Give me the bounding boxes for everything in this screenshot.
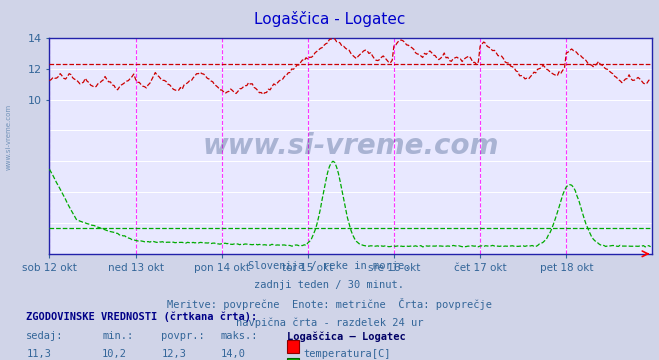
Text: zadnji teden / 30 minut.: zadnji teden / 30 minut. xyxy=(254,280,405,290)
Text: www.si-vreme.com: www.si-vreme.com xyxy=(5,104,11,170)
Text: www.si-vreme.com: www.si-vreme.com xyxy=(203,132,499,160)
Text: Logaščica – Logatec: Logaščica – Logatec xyxy=(287,331,405,342)
Text: 14,0: 14,0 xyxy=(221,349,246,359)
Text: 12,3: 12,3 xyxy=(161,349,186,359)
Text: 10,2: 10,2 xyxy=(102,349,127,359)
Text: Meritve: povprečne  Enote: metrične  Črta: povprečje: Meritve: povprečne Enote: metrične Črta:… xyxy=(167,298,492,310)
Text: sedaj:: sedaj: xyxy=(26,331,64,341)
Text: temperatura[C]: temperatura[C] xyxy=(303,349,391,359)
Text: Logaščica - Logatec: Logaščica - Logatec xyxy=(254,11,405,27)
Text: Slovenija / reke in morje.: Slovenija / reke in morje. xyxy=(248,261,411,271)
Text: ZGODOVINSKE VREDNOSTI (črtkana črta):: ZGODOVINSKE VREDNOSTI (črtkana črta): xyxy=(26,311,258,322)
Text: navpična črta - razdelek 24 ur: navpična črta - razdelek 24 ur xyxy=(236,317,423,328)
Text: 11,3: 11,3 xyxy=(26,349,51,359)
Text: min.:: min.: xyxy=(102,331,133,341)
Text: maks.:: maks.: xyxy=(221,331,258,341)
Text: povpr.:: povpr.: xyxy=(161,331,205,341)
